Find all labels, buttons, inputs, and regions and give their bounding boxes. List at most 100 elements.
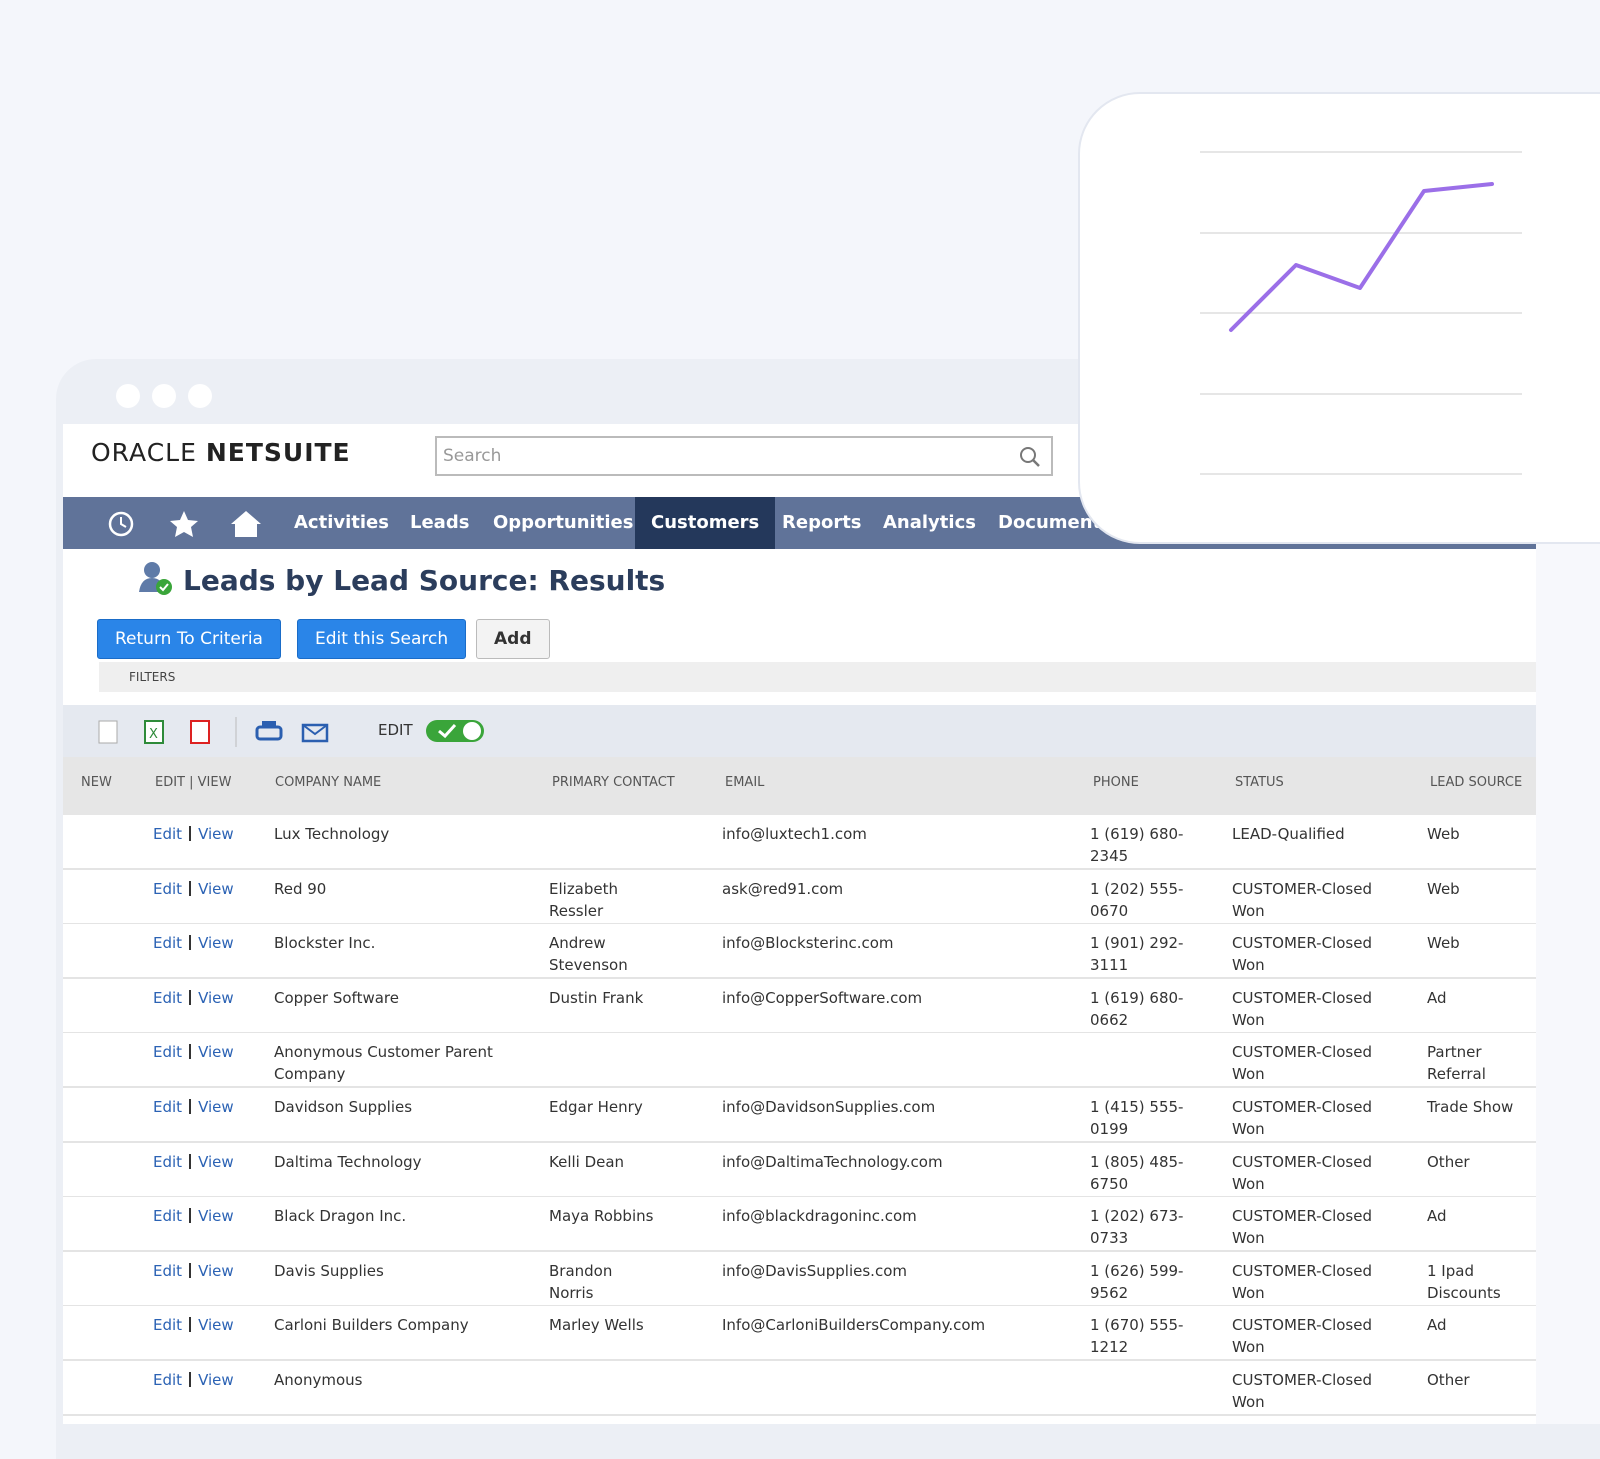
toolbar-icons: X [98, 717, 329, 747]
edit-link[interactable]: Edit [153, 1098, 183, 1116]
nav-item[interactable]: Activities [294, 512, 389, 533]
table-header: NEW EDIT | VIEW COMPANY NAME PRIMARY CONTAC… [63, 757, 1536, 815]
action-button[interactable]: Edit this Search [297, 619, 467, 659]
table-cell: Carloni Builders Company [274, 1316, 469, 1335]
column-header: LEAD SOURCE [1430, 775, 1523, 790]
table-row: Edit View Davidson Supplies Edgar Henry info… [63, 1088, 1536, 1143]
edit-link[interactable]: Edit [153, 1043, 183, 1062]
svg-text:X: X [149, 727, 158, 742]
table-cell: LEAD-Qualified [1232, 825, 1345, 843]
table-cell: 1 (619) 680-0662 [1090, 988, 1184, 1029]
nav-item[interactable]: Reports [782, 512, 862, 533]
view-link[interactable]: View [198, 1043, 234, 1062]
table-cell: ask@red91.com [722, 879, 844, 898]
column-header: COMPANY NAME [275, 775, 382, 790]
filters-label: FILTERS [129, 670, 176, 684]
view-link[interactable]: View [198, 825, 234, 843]
page-title: Leads by Lead Source: Results [137, 560, 665, 597]
table-cell: 1 (626) 599-9562 [1090, 1261, 1184, 1302]
row-actions: Edit View [153, 878, 234, 900]
nav-item[interactable]: Leads [410, 512, 470, 533]
table-cell: 1 (415) 555-0199 [1090, 1098, 1184, 1138]
table-cell: Kelli Dean [549, 1152, 625, 1171]
view-link[interactable]: View [198, 1316, 234, 1335]
page-title-text: Leads by Lead Source: Results [183, 564, 666, 597]
table-cell: 1 (202) 673-0733 [1090, 1207, 1184, 1248]
table-cell: CUSTOMER-Closed Won [1232, 1316, 1372, 1357]
table-row: Edit View Anonymous Customer Parent Compan… [63, 1033, 1536, 1089]
table-cell: 1 (901) 292-3111 [1090, 934, 1184, 975]
table-cell: Other [1427, 1152, 1470, 1171]
action-button[interactable]: Add [476, 619, 550, 659]
edit-toggle-label: EDIT [378, 721, 413, 739]
link-separator [189, 935, 192, 951]
window-edge [1536, 424, 1600, 1424]
edit-link[interactable]: Edit [153, 1152, 183, 1171]
window-dot [116, 384, 140, 408]
table-row: Edit View Anonymous CUSTOMER-Closed Won Othe… [63, 1361, 1536, 1416]
edit-link[interactable]: Edit [153, 825, 183, 843]
edit-toggle[interactable] [425, 717, 487, 745]
nav-item[interactable]: Customers [635, 497, 776, 549]
page: ORACLE NETSUITE Search Activities Leads Op… [63, 92, 1600, 1424]
edit-link[interactable]: Edit [153, 1371, 183, 1389]
table-cell: CUSTOMER-Closed Won [1232, 1098, 1372, 1138]
nav-item[interactable]: Documents [998, 512, 1112, 533]
edit-link[interactable]: Edit [153, 934, 183, 953]
table-row: Edit View Copper Software Dustin Frank info@… [63, 978, 1536, 1034]
action-button[interactable]: Return To Criteria [97, 619, 281, 659]
table-cell: Daltima Technology [274, 1152, 422, 1171]
table-cell: Dustin Frank [549, 988, 644, 1007]
search-box[interactable]: Search [435, 436, 1053, 476]
edit-link[interactable]: Edit [153, 1316, 183, 1335]
view-link[interactable]: View [198, 934, 234, 953]
view-link[interactable]: View [198, 879, 234, 898]
window-dot [152, 384, 176, 408]
window-dot [188, 384, 212, 408]
table-cell: Ad [1427, 1207, 1447, 1226]
row-actions: Edit View [153, 823, 234, 845]
table-cell: info@DaltimaTechnology.com [722, 1152, 943, 1171]
table-cell: CUSTOMER-Closed Won [1232, 1371, 1372, 1411]
nav-item[interactable]: Opportunities [493, 512, 634, 533]
table-cell: CUSTOMER-Closed Won [1232, 1261, 1372, 1302]
row-actions: Edit View [153, 1096, 234, 1118]
filters-bar[interactable]: FILTERS [99, 662, 1536, 692]
view-link[interactable]: View [198, 1261, 234, 1280]
edit-link[interactable]: Edit [153, 988, 183, 1007]
edit-link[interactable]: Edit [153, 1261, 183, 1280]
table-cell: Elizabeth Ressler [549, 879, 619, 920]
row-actions: Edit View [153, 1151, 234, 1173]
search-placeholder: Search [443, 446, 502, 466]
table-cell: info@DavidsonSupplies.com [722, 1098, 936, 1116]
view-link[interactable]: View [198, 1371, 234, 1389]
link-separator [189, 1208, 192, 1224]
chart-card [1078, 92, 1600, 544]
table-cell: info@CopperSoftware.com [722, 988, 923, 1007]
table-cell: info@Blocksterinc.com [722, 934, 894, 953]
table-cell: Davis Supplies [274, 1261, 384, 1280]
link-separator [189, 1099, 192, 1114]
nav-item[interactable]: Analytics [883, 512, 976, 533]
row-actions: Edit View [153, 1041, 234, 1063]
row-actions: Edit View [153, 987, 234, 1009]
table-cell: 1 (619) 680-2345 [1090, 825, 1184, 865]
view-link[interactable]: View [198, 1098, 234, 1116]
edit-link[interactable]: Edit [153, 1207, 183, 1226]
table-cell: CUSTOMER-Closed Won [1232, 879, 1372, 920]
edit-link[interactable]: Edit [153, 879, 183, 898]
table-cell: CUSTOMER-Closed Won [1232, 1152, 1372, 1193]
table-cell: Info@CarloniBuildersCompany.com [722, 1316, 986, 1335]
table-cell: Ad [1427, 1316, 1447, 1335]
row-actions: Edit View [153, 1369, 234, 1391]
view-link[interactable]: View [198, 1207, 234, 1226]
link-separator [189, 826, 192, 841]
table-cell: Red 90 [274, 879, 327, 898]
view-link[interactable]: View [198, 988, 234, 1007]
link-separator [189, 1044, 192, 1060]
table-cell: CUSTOMER-Closed Won [1232, 1207, 1372, 1248]
row-actions: Edit View [153, 1205, 234, 1227]
table-cell: Andrew Stevenson [549, 934, 628, 975]
view-link[interactable]: View [198, 1152, 234, 1171]
link-separator [189, 989, 192, 1005]
